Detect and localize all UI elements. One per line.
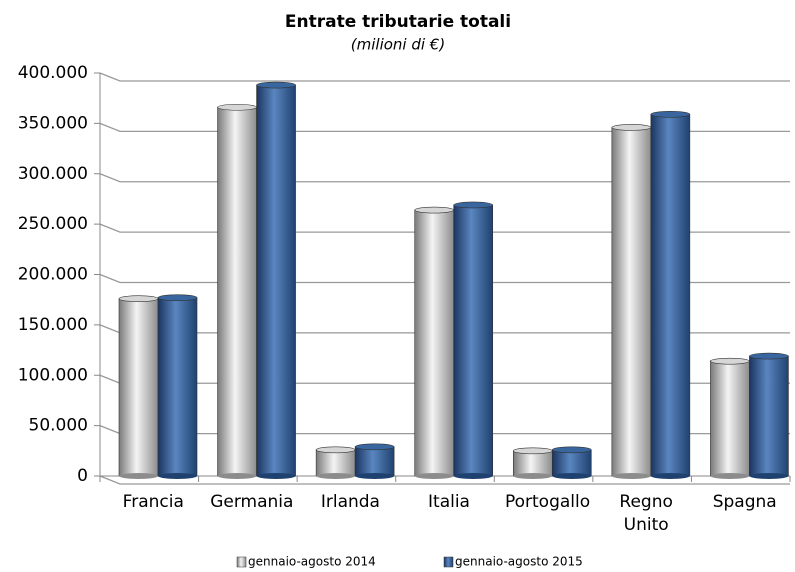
bar-base (650, 473, 690, 479)
x-tick-label: Regno Unito (619, 492, 672, 535)
y-tick-label: 150.000 (18, 315, 88, 335)
y-tick-label: 400.000 (18, 63, 88, 83)
grid-line (99, 273, 790, 284)
y-tick-label: 200.000 (18, 265, 88, 285)
x-tick-label: Portogallo (505, 492, 590, 512)
bar-top (453, 201, 494, 209)
bar (611, 127, 652, 477)
x-tick-label-line: Portogallo (505, 492, 590, 512)
bar-base (513, 473, 553, 479)
grid-line (99, 72, 790, 82)
legend-swatch (443, 556, 454, 568)
bar-base (316, 473, 356, 479)
bar (354, 446, 395, 477)
bar (749, 355, 789, 477)
bar-base (552, 473, 592, 479)
x-tick-label-line: Unito (624, 515, 669, 535)
bar (217, 106, 257, 477)
grid-line (99, 122, 790, 133)
x-tick-label-line: Germania (210, 492, 293, 512)
bar-base (217, 473, 257, 479)
x-tick-label-line: Francia (123, 492, 184, 512)
bar-base (355, 473, 395, 479)
bar-base (453, 473, 493, 479)
x-tick-label-line: Spagna (713, 492, 777, 512)
bar-top (611, 124, 652, 131)
x-tick-label: Italia (428, 492, 470, 512)
bar-base (749, 473, 789, 479)
grid-line (99, 223, 790, 233)
bar (512, 450, 553, 477)
bar-base (119, 473, 158, 479)
y-tick-label: 250.000 (18, 214, 88, 234)
x-tick-label: Germania (210, 492, 293, 512)
bar-top (512, 447, 553, 455)
chart-subtitle: (milioni di €) (351, 36, 445, 54)
bar-base (710, 473, 750, 479)
bar-top (217, 103, 257, 111)
bar-top (551, 446, 592, 454)
grid-line (99, 475, 790, 485)
bar (118, 298, 159, 477)
bar-top (157, 294, 198, 301)
bar-base (611, 473, 651, 479)
bar-top (710, 357, 750, 365)
y-tick-label: 50.000 (29, 416, 88, 436)
bar (650, 114, 691, 477)
bar (315, 449, 356, 477)
bar (157, 297, 198, 477)
y-tick-label: 300.000 (18, 164, 88, 184)
legend-label: gennaio-agosto 2015 (455, 555, 583, 569)
bar-base (256, 473, 296, 479)
bar (256, 84, 296, 477)
x-tick-label-line: Irlanda (321, 492, 380, 512)
grid-line (99, 173, 790, 183)
chart-title: Entrate tributarie totali (285, 12, 511, 32)
legend-swatch (236, 556, 247, 568)
bar-base (158, 473, 197, 479)
bar (551, 449, 592, 477)
bar-top (354, 443, 395, 451)
x-tick-label-line: Italia (428, 492, 470, 512)
bar-top (749, 352, 789, 360)
legend-label: gennaio-agosto 2014 (248, 555, 376, 569)
x-tick-label: Irlanda (321, 492, 380, 512)
bar-top (650, 111, 691, 118)
bar-top (118, 295, 159, 302)
x-tick-label: Spagna (713, 492, 777, 512)
bar (453, 204, 494, 477)
bar-top (315, 446, 356, 454)
y-tick-label: 0 (77, 466, 88, 486)
x-tick-label-line: Regno (619, 492, 672, 512)
bar (414, 209, 455, 477)
y-tick-label: 100.000 (18, 365, 88, 385)
y-tick-label: 350.000 (18, 113, 88, 133)
bar-top (414, 206, 455, 214)
bar (710, 360, 750, 477)
bar-top (256, 81, 296, 89)
bar-base (414, 473, 454, 479)
x-tick-label: Francia (123, 492, 184, 512)
